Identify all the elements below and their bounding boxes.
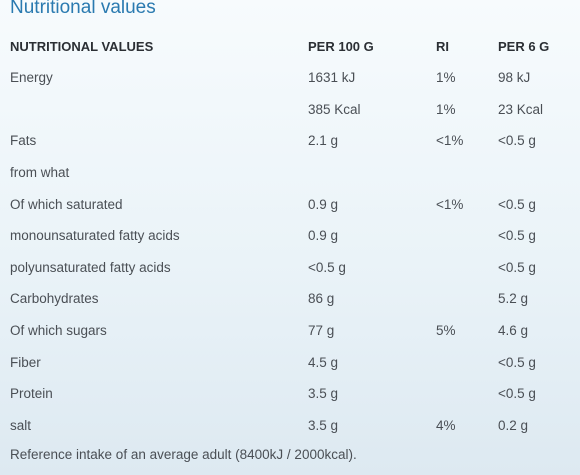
table-row: Of which sugars 77 g 5% 4.6 g [0,315,580,347]
value-ri [436,220,498,252]
value-ri: <1% [436,133,464,149]
value-per-6g: <0.5 g [498,386,536,402]
value-ri: <1% [436,196,464,212]
nutrient-name: Energy [10,70,53,86]
nutrient-name: Protein [10,386,53,402]
table-row: Fiber 4.5 g <0.5 g [0,346,580,378]
value-per-100g: 3.5 g [308,417,339,433]
value-per-100g: 0.9 g [308,228,339,244]
value-ri [436,252,498,284]
value-ri [436,157,498,189]
nutrition-table: NUTRITIONAL VALUES PER 100 G RI PER 6 G … [0,31,580,441]
table-row: from what [0,157,580,189]
value-per-100g: 4.5 g [308,354,339,370]
nutrient-name: salt [10,417,32,433]
nutrient-name: Carbohydrates [10,291,99,307]
table-row: Energy 1631 kJ 1% 98 kJ [0,62,580,94]
value-per-6g: 5.2 g [498,291,529,307]
value-per-6g: <0.5 g [498,259,536,275]
header-per-6g: PER 6 G [498,39,550,54]
value-per-100g: 0.9 g [308,196,339,212]
nutrient-name: polyunsaturated fatty acids [10,259,171,275]
value-per-6g: <0.5 g [498,133,536,149]
table-header-row: NUTRITIONAL VALUES PER 100 G RI PER 6 G [0,31,580,62]
table-row: monounsaturated fatty acids 0.9 g <0.5 g [0,220,580,252]
value-per-100g [308,157,436,189]
table-row: Carbohydrates 86 g 5.2 g [0,283,580,315]
value-per-100g: 86 g [308,291,335,307]
nutrient-name: Fiber [10,354,41,370]
table-row: 385 Kcal 1% 23 Kcal [0,94,580,126]
nutrient-name: from what [10,165,70,181]
nutrient-name: monounsaturated fatty acids [10,228,180,244]
value-per-100g: 2.1 g [308,133,339,149]
header-nutritional-values: NUTRITIONAL VALUES [10,39,154,54]
nutrient-name [0,94,308,126]
table-row: Fats 2.1 g <1% <0.5 g [0,125,580,157]
value-ri: 4% [436,417,456,433]
value-per-100g: <0.5 g [308,259,346,275]
value-per-6g: 4.6 g [498,323,529,339]
table-row: polyunsaturated fatty acids <0.5 g <0.5 … [0,252,580,284]
table-row: Protein 3.5 g <0.5 g [0,378,580,410]
nutrient-name: Of which sugars [10,323,107,339]
value-per-6g: <0.5 g [498,196,536,212]
value-ri [436,283,498,315]
table-row: Of which saturated 0.9 g <1% <0.5 g [0,188,580,220]
value-ri: 1% [436,101,456,117]
reference-intake-footnote: Reference intake of an average adult (84… [10,447,357,462]
value-per-6g: 23 Kcal [498,101,544,117]
value-ri [436,346,498,378]
table-row: salt 3.5 g 4% 0.2 g [0,410,580,442]
value-per-6g: <0.5 g [498,354,536,370]
value-per-100g: 77 g [308,323,335,339]
value-per-6g: 98 kJ [498,70,531,86]
value-ri [436,378,498,410]
value-per-100g: 3.5 g [308,386,339,402]
value-ri: 5% [436,323,456,339]
value-ri: 1% [436,70,456,86]
value-per-100g: 1631 kJ [308,70,356,86]
header-per-100g: PER 100 G [308,39,374,54]
value-per-6g: 0.2 g [498,417,529,433]
value-per-6g [498,157,580,189]
nutrient-name: Of which saturated [10,196,123,212]
value-per-6g: <0.5 g [498,228,536,244]
header-ri: RI [436,39,449,54]
nutrient-name: Fats [10,133,37,149]
section-title: Nutritional values [10,0,156,18]
value-per-100g: 385 Kcal [308,101,361,117]
